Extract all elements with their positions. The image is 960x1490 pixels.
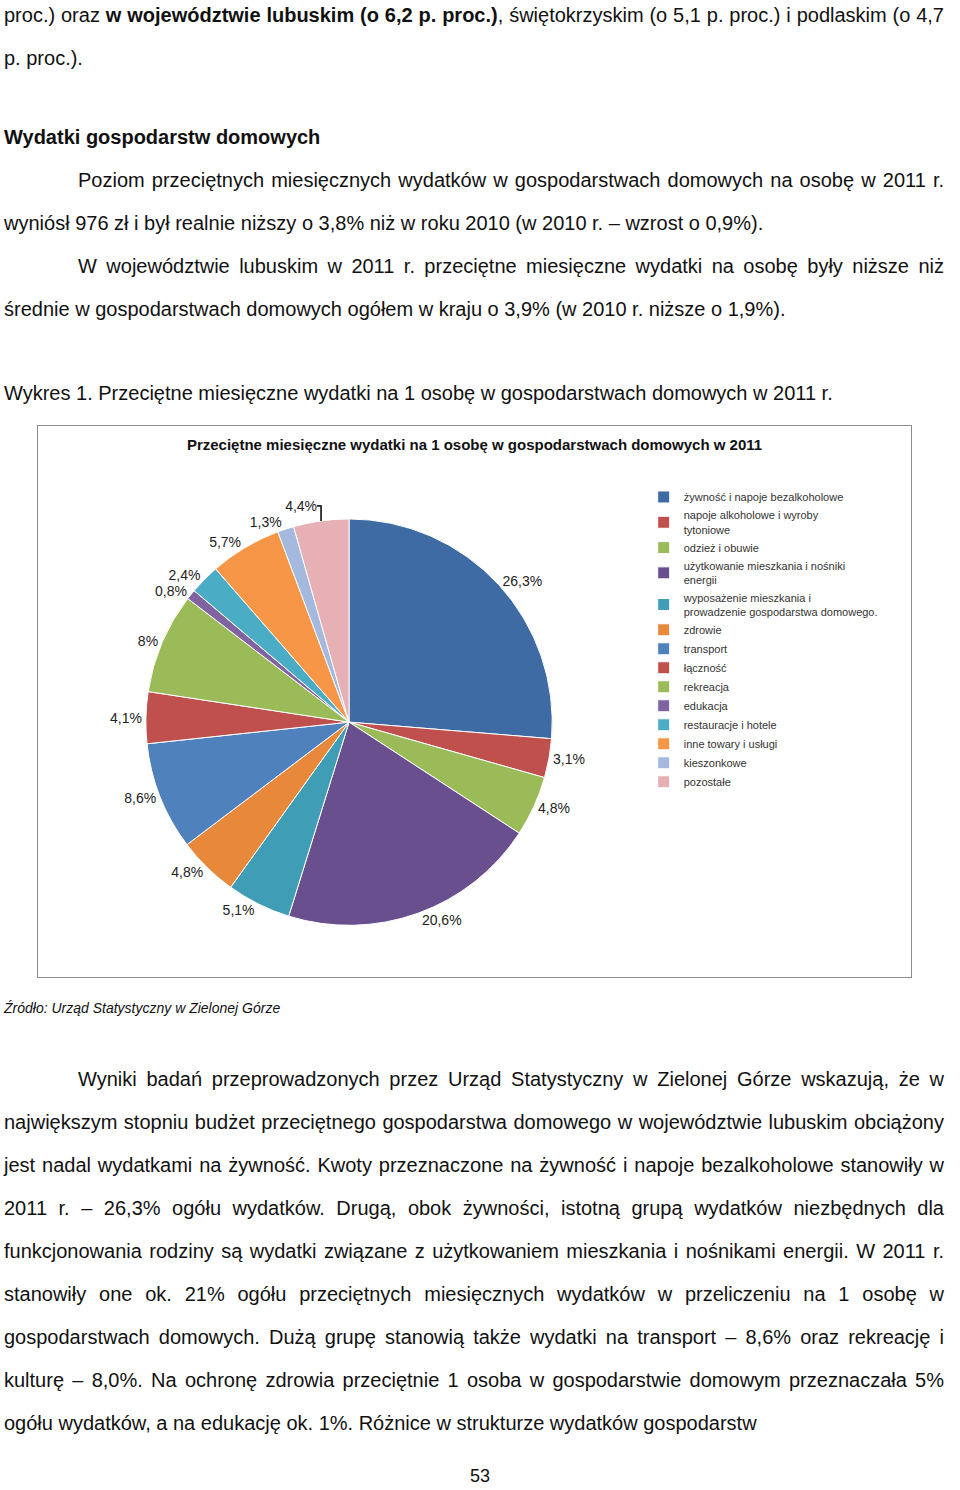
svg-text:restauracje i hotele: restauracje i hotele bbox=[684, 719, 777, 731]
svg-text:łączność: łączność bbox=[684, 662, 727, 674]
svg-text:żywność i napoje bezalkoholowe: żywność i napoje bezalkoholowe bbox=[684, 491, 844, 503]
html-text:Poziom przeciętnych miesięczny: Poziom przeciętnych miesięcznych wydatkó… bbox=[4, 169, 944, 234]
svg-text:8,6%: 8,6% bbox=[124, 790, 156, 806]
svg-text:kieszonkowe: kieszonkowe bbox=[684, 757, 747, 769]
svg-text:1,3%: 1,3% bbox=[250, 514, 282, 530]
html-text:W województwie lubuskim w 2011: W województwie lubuskim w 2011 r. przeci… bbox=[4, 255, 944, 320]
svg-text:rekreacja: rekreacja bbox=[684, 681, 730, 693]
html-text:Wydatki gospodarstw domowych: Wydatki gospodarstw domowych bbox=[4, 126, 321, 148]
svg-text:2,4%: 2,4% bbox=[169, 567, 201, 583]
svg-text:4,8%: 4,8% bbox=[171, 864, 203, 880]
html-text:Wykres 1. Przeciętne miesięczn: Wykres 1. Przeciętne miesięczne wydatki … bbox=[4, 382, 833, 404]
svg-text:26,3%: 26,3% bbox=[502, 573, 542, 589]
svg-text:inne towary i usługi: inne towary i usługi bbox=[684, 738, 778, 750]
svg-text:edukacja: edukacja bbox=[684, 700, 729, 712]
svg-text:5,7%: 5,7% bbox=[209, 534, 241, 550]
svg-text:Przeciętne miesięczne wydatki: Przeciętne miesięczne wydatki na 1 osobę… bbox=[187, 436, 762, 453]
svg-text:transport: transport bbox=[684, 643, 727, 655]
svg-text:4,1%: 4,1% bbox=[110, 710, 142, 726]
svg-text:8%: 8% bbox=[138, 633, 158, 649]
svg-text:wyposażenie mieszkania iprowad: wyposażenie mieszkania iprowadzenie gosp… bbox=[683, 592, 878, 618]
svg-text:3,1%: 3,1% bbox=[553, 751, 585, 767]
svg-text:20,6%: 20,6% bbox=[422, 912, 462, 928]
svg-text:użytkowanie mieszkania i nośni: użytkowanie mieszkania i nośnikienergii bbox=[684, 560, 845, 586]
svg-text:zdrowie: zdrowie bbox=[684, 624, 722, 636]
html-text:Wyniki badań przeprowadzonych: Wyniki badań przeprowadzonych przez Urzą… bbox=[4, 1068, 944, 1434]
svg-text:4,8%: 4,8% bbox=[538, 800, 570, 816]
svg-text:pozostałe: pozostałe bbox=[684, 776, 731, 788]
html-text:53: 53 bbox=[470, 1466, 490, 1486]
svg-text:0,8%: 0,8% bbox=[155, 583, 187, 599]
html-text:Źródło: Urząd Statystyczny w Z: Źródło: Urząd Statystyczny w Zielonej Gó… bbox=[4, 1000, 281, 1016]
html-text:proc.) oraz w województwie lub: proc.) oraz w województwie lubuskim (o 6… bbox=[4, 4, 944, 69]
svg-text:napoje alkoholowe i wyrobytyto: napoje alkoholowe i wyrobytytoniowe bbox=[684, 509, 819, 535]
svg-text:odzież i obuwie: odzież i obuwie bbox=[684, 542, 759, 554]
svg-text:5,1%: 5,1% bbox=[223, 902, 255, 918]
svg-text:4,4%: 4,4% bbox=[285, 498, 317, 514]
